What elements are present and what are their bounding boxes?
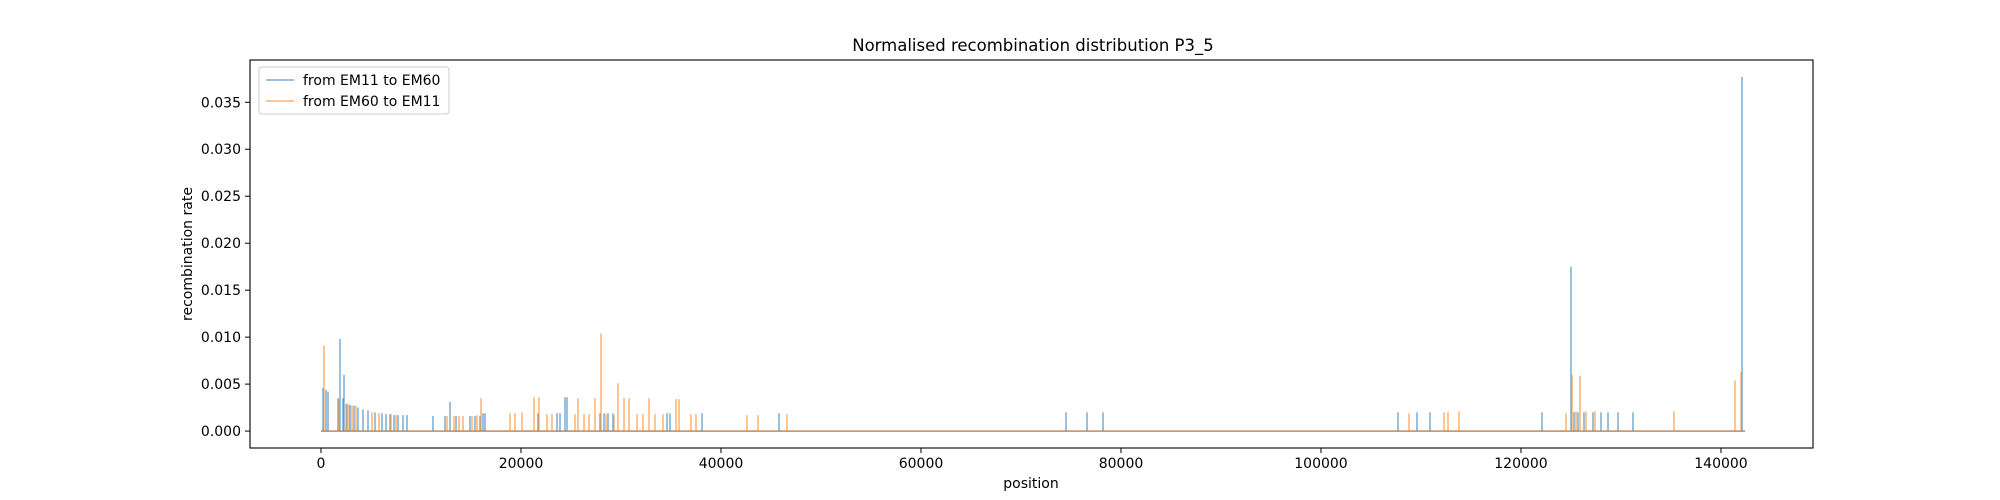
x-axis-label: position [1003, 476, 1058, 492]
plot-area [321, 76, 1745, 432]
y-axis-label: recombination rate [180, 187, 196, 321]
legend-label-em11-to-em60: from EM11 to EM60 [303, 73, 440, 89]
y-axis: 0.000 0.005 0.010 0.015 0.020 0.025 0.030 0.035 [201, 95, 250, 440]
x-tick-label: 120000 [1494, 456, 1547, 472]
axes-frame [249, 59, 1814, 449]
y-tick-label: 0.030 [201, 142, 241, 158]
x-tick-label: 20000 [499, 456, 544, 472]
legend-box [258, 66, 450, 115]
x-tick-label: 100000 [1294, 456, 1347, 472]
x-axis: 0 20000 40000 60000 80000 100000 120000 140000 [317, 448, 1748, 472]
y-tick-label: 0.000 [201, 424, 241, 440]
x-tick-label: 0 [317, 456, 326, 472]
legend-label-em60-to-em11: from EM60 to EM11 [303, 94, 440, 110]
y-tick-label: 0.025 [201, 189, 241, 205]
y-tick-label: 0.005 [201, 377, 241, 393]
series-0 [321, 76, 1745, 432]
x-tick-label: 80000 [1099, 456, 1144, 472]
x-tick-label: 60000 [899, 456, 944, 472]
y-tick-label: 0.015 [201, 283, 241, 299]
y-tick-label: 0.035 [201, 95, 241, 111]
y-tick-label: 0.020 [201, 236, 241, 252]
x-tick-label: 140000 [1694, 456, 1747, 472]
chart-title: Normalised recombination distribution P3… [852, 36, 1214, 56]
series-1 [321, 333, 1745, 432]
y-tick-label: 0.010 [201, 330, 241, 346]
x-tick-label: 40000 [699, 456, 744, 472]
legend: from EM11 to EM60 from EM60 to EM11 [258, 66, 450, 115]
